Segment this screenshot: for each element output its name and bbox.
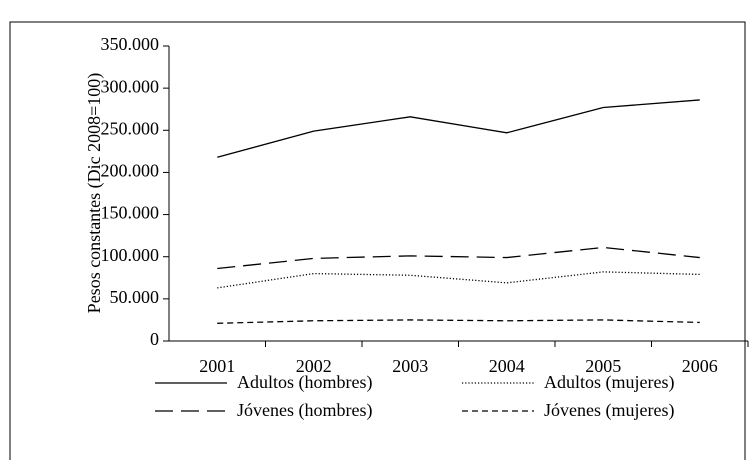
x-tick-label: 2005 (585, 356, 621, 376)
legend-label: Jóvenes (hombres) (237, 400, 372, 421)
y-tick-label: 100.000 (101, 245, 160, 265)
legend-label: Adultos (mujeres) (544, 372, 674, 393)
y-axis-label: Pesos constantes (Dic 2008=100) (84, 73, 105, 314)
legend-label: Adultos (hombres) (237, 372, 372, 393)
series-line (217, 271, 700, 289)
y-tick-label: 250.000 (101, 118, 160, 138)
x-tick-label: 2001 (199, 356, 235, 376)
x-tick-label: 2002 (296, 356, 332, 376)
x-tick-label: 2003 (392, 356, 428, 376)
y-tick-label: 50.000 (110, 287, 160, 307)
series-line (217, 99, 700, 158)
series-line (217, 319, 700, 324)
y-tick-label: 200.000 (101, 161, 160, 181)
y-tick-label: 150.000 (101, 203, 160, 223)
y-tick-label: 0 (150, 329, 159, 349)
chart-frame (9, 21, 746, 460)
x-tick-label: 2006 (682, 356, 718, 376)
y-tick-label: 300.000 (101, 76, 160, 96)
series-line (217, 246, 700, 270)
legend-label: Jóvenes (mujeres) (544, 400, 674, 421)
x-tick-label: 2004 (489, 356, 525, 376)
y-tick-label: 350.000 (101, 34, 160, 54)
